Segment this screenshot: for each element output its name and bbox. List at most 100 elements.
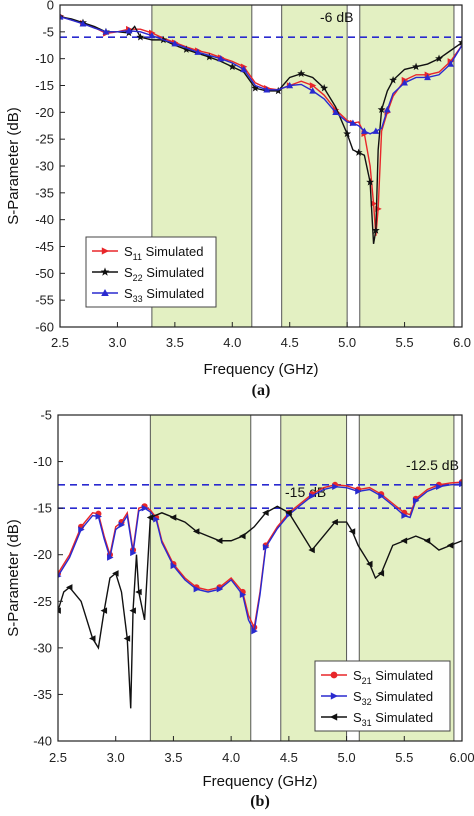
series-2-point	[459, 480, 462, 488]
y-tick-label: -30	[33, 640, 52, 655]
series-2-point	[153, 516, 160, 523]
series-line-3	[60, 16, 462, 135]
y-tick-label: -40	[35, 212, 54, 227]
series-3-point	[262, 509, 269, 517]
legend-entry: S31 Simulated	[353, 710, 433, 728]
series-3-point	[239, 532, 246, 540]
reference-line-label-2: -15 dB	[285, 484, 326, 500]
legend-text: Simulated	[143, 265, 204, 280]
x-tick-label: 3.5	[164, 750, 182, 765]
legend-symbol: S	[124, 244, 133, 259]
series-3-point	[308, 546, 315, 554]
y-tick-label: -55	[35, 293, 54, 308]
series-2-point	[378, 492, 385, 500]
legend-subscript: 21	[362, 676, 372, 686]
series-2-point	[141, 504, 149, 512]
series-2-point	[309, 492, 316, 500]
x-tick-label: 5.0	[338, 335, 356, 350]
series-3-point	[65, 584, 73, 591]
y-tick-label: -25	[33, 594, 52, 609]
series-2-point	[193, 585, 201, 593]
legend-marker	[101, 247, 109, 255]
series-2-point	[343, 129, 352, 138]
series-3-point	[400, 537, 408, 544]
series-2-point	[435, 54, 443, 63]
series-2-point	[458, 38, 462, 46]
series-3-point	[125, 27, 133, 34]
x-tick-label: 3.5	[166, 335, 184, 350]
series-3-point	[102, 28, 110, 35]
series-3-point	[135, 588, 142, 596]
y-tick-label: -10	[35, 51, 54, 66]
y-tick-label: -30	[35, 159, 54, 174]
series-line-2	[60, 16, 462, 244]
series-3-point	[349, 119, 357, 126]
y-tick-label: -25	[35, 132, 54, 147]
x-tick-label: 4.5	[281, 335, 299, 350]
legend-entry: S11 Simulated	[124, 244, 203, 262]
series-2-point	[228, 62, 237, 71]
series-3-point	[446, 542, 454, 549]
series-2-point	[436, 483, 443, 490]
chart-panel-b: -12.5 dB -15 dB 2.5 3.0 3.5 4.0 4.5 5.0 5.5 6.00 -…	[5, 408, 474, 811]
x-tick-label: 4.0	[222, 750, 240, 765]
legend-text: Simulated	[372, 689, 433, 704]
series-3-point	[377, 570, 385, 577]
x-tick-label: 3.0	[107, 750, 125, 765]
series-2-point	[355, 488, 362, 495]
legend-marker	[100, 267, 110, 276]
series-3-point	[423, 537, 431, 544]
legend-marker	[101, 289, 109, 296]
y-tick-label: -45	[35, 239, 54, 254]
series-2-point	[401, 512, 408, 519]
series-2-point	[366, 177, 375, 186]
legend-subscript: 22	[133, 273, 143, 283]
legend-entry: S33 Simulated	[124, 286, 204, 304]
series-3-point	[332, 108, 340, 116]
series-3-point	[169, 514, 177, 521]
series-3-point	[447, 60, 454, 67]
series-2-point	[332, 483, 339, 490]
series-2-point	[130, 549, 137, 557]
legend-symbol: S	[124, 286, 133, 301]
y-tick-label: -35	[33, 687, 52, 702]
panel-label: (a)	[252, 382, 271, 399]
legend-marker	[330, 713, 338, 721]
y-tick-label: -15	[33, 501, 52, 516]
series-2-point	[78, 526, 85, 533]
y-tick-label: -40	[33, 734, 52, 749]
legend-entry: S22 Simulated	[124, 265, 204, 283]
series-3-point	[112, 570, 119, 577]
series-3-point	[401, 79, 408, 86]
series-3-point	[240, 65, 248, 73]
x-tick-label: 6.00	[449, 750, 474, 765]
series-2-point	[95, 513, 102, 520]
plot-frame	[57, 414, 463, 742]
series-3-point	[171, 40, 179, 47]
series-2-point	[320, 84, 329, 92]
y-tick-label: -10	[33, 454, 52, 469]
series-1-point	[309, 82, 317, 89]
series-1-point	[370, 200, 378, 207]
series-3-point	[372, 127, 380, 134]
series-3-point	[60, 13, 64, 20]
x-tick-label: 2.5	[51, 335, 69, 350]
y-tick-label: -5	[40, 408, 52, 423]
series-3-point	[129, 607, 136, 614]
legend-symbol: S	[124, 265, 133, 280]
legend-subscript: 33	[133, 294, 143, 304]
y-tick-label: -35	[35, 185, 54, 200]
series-3-point	[89, 635, 96, 642]
shaded-band-3	[359, 4, 455, 328]
series-3-point	[148, 31, 156, 39]
x-tick-label: 3.0	[108, 335, 126, 350]
series-2-point	[107, 554, 114, 561]
series-3-point	[79, 20, 87, 27]
series-3-point	[123, 635, 131, 642]
series-3-point	[100, 607, 108, 614]
y-tick-label: -5	[42, 24, 54, 39]
shaded-band-2	[281, 4, 348, 328]
series-2-point	[251, 84, 260, 92]
